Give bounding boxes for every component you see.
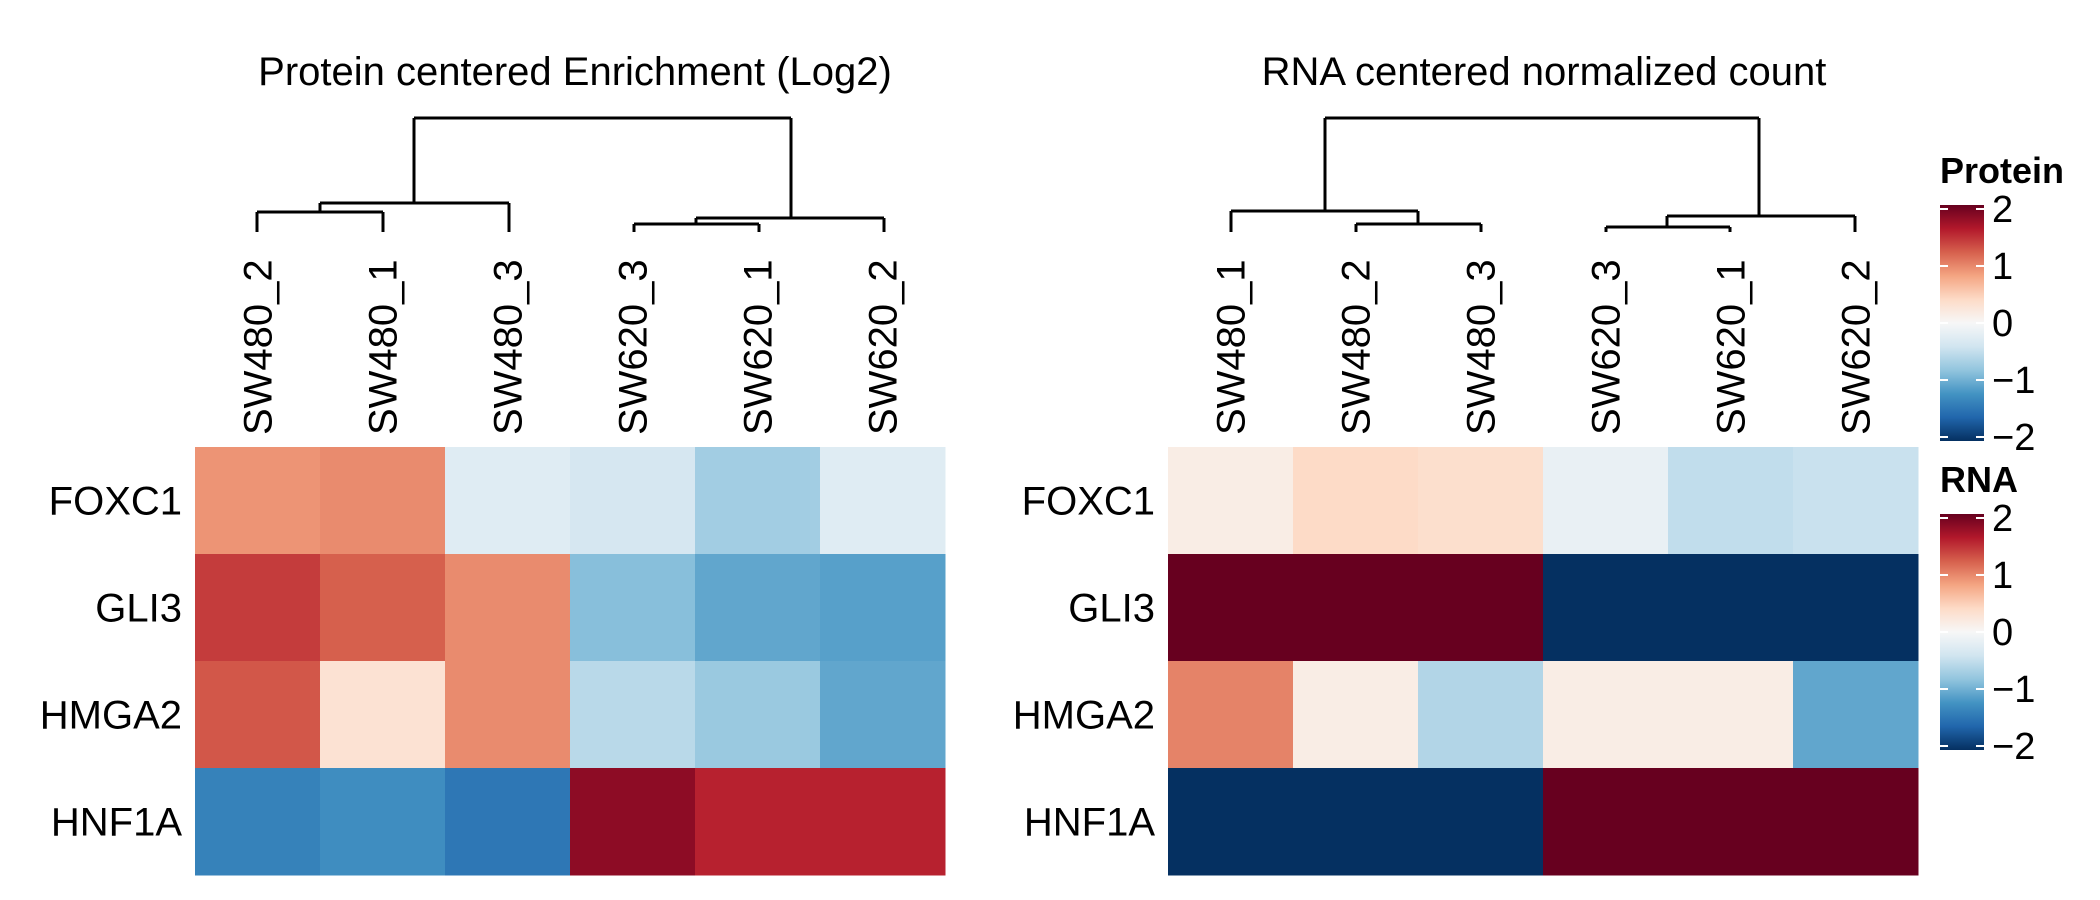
rna-row-labels: FOXC1 GLI3 HMGA2 HNF1A bbox=[1013, 480, 1156, 845]
rna-cell-hnf1a-sw620-3 bbox=[1543, 768, 1669, 876]
protein-dendrogram bbox=[255, 116, 886, 232]
rna-cell-hnf1a-sw480-1 bbox=[1168, 768, 1294, 876]
protein-cell-gli3-sw620-3 bbox=[570, 554, 696, 662]
rna-cell-hmga2-sw480-3 bbox=[1418, 661, 1544, 769]
protein-cell-hmga2-sw620-1 bbox=[695, 661, 821, 769]
protein-cell-gli3-sw480-1 bbox=[320, 554, 446, 662]
protein-cell-gli3-sw480-2 bbox=[195, 554, 321, 662]
protein-cell-hnf1a-sw620-1 bbox=[695, 768, 821, 876]
protein-row-label-foxc1: FOXC1 bbox=[49, 480, 182, 524]
rna-row-label-hnf1a: HNF1A bbox=[1024, 801, 1155, 845]
rna-cell-gli3-sw480-1 bbox=[1168, 554, 1294, 662]
protein-cell-hmga2-sw480-3 bbox=[445, 661, 571, 769]
protein-legend-tick-label: 1 bbox=[1992, 246, 2013, 288]
rna-column-label-sw620-1: SW620_1 bbox=[1710, 259, 1754, 435]
rna-legend-tick-label: −1 bbox=[1992, 669, 2035, 711]
rna-cell-foxc1-sw480-2 bbox=[1293, 447, 1419, 555]
rna-cell-hmga2-sw620-2 bbox=[1793, 661, 1919, 769]
protein-cell-gli3-sw480-3 bbox=[445, 554, 571, 662]
protein-legend-tick-label: −2 bbox=[1992, 417, 2035, 459]
rna-cell-foxc1-sw620-1 bbox=[1668, 447, 1794, 555]
rna-legend-tick-label: −2 bbox=[1992, 726, 2035, 768]
protein-cell-foxc1-sw620-2 bbox=[820, 447, 946, 555]
protein-cell-hnf1a-sw480-1 bbox=[320, 768, 446, 876]
protein-cell-foxc1-sw480-2 bbox=[195, 447, 321, 555]
rna-column-label-sw480-3: SW480_3 bbox=[1460, 259, 1504, 435]
rna-cell-gli3-sw480-3 bbox=[1418, 554, 1544, 662]
protein-cell-hnf1a-sw620-3 bbox=[570, 768, 696, 876]
protein-legend: Protein 2 1 0 −1 −2 bbox=[1940, 150, 2064, 459]
rna-row-label-foxc1: FOXC1 bbox=[1022, 480, 1155, 524]
rna-cell-hmga2-sw620-3 bbox=[1543, 661, 1669, 769]
protein-column-label-sw620-2: SW620_2 bbox=[862, 259, 906, 435]
protein-heatmap-panel: Protein centered Enrichment (Log2) SW480… bbox=[40, 50, 946, 876]
rna-row-label-gli3: GLI3 bbox=[1068, 587, 1155, 631]
rna-row-label-hmga2: HMGA2 bbox=[1013, 694, 1155, 738]
rna-cell-hmga2-sw480-1 bbox=[1168, 661, 1294, 769]
protein-cell-gli3-sw620-2 bbox=[820, 554, 946, 662]
rna-legend-tick-label: 2 bbox=[1992, 498, 2013, 540]
rna-cell-hnf1a-sw620-1 bbox=[1668, 768, 1794, 876]
rna-cell-hnf1a-sw620-2 bbox=[1793, 768, 1919, 876]
protein-legend-tick-label: −1 bbox=[1992, 360, 2035, 402]
rna-heatmap-panel: RNA centered normalized count SW480_1 SW4… bbox=[1013, 50, 1919, 876]
protein-heatmap-cells bbox=[195, 447, 946, 876]
rna-cell-gli3-sw480-2 bbox=[1293, 554, 1419, 662]
rna-column-label-sw620-2: SW620_2 bbox=[1835, 259, 1879, 435]
rna-cell-gli3-sw620-2 bbox=[1793, 554, 1919, 662]
protein-legend-tick-label: 2 bbox=[1992, 189, 2013, 231]
protein-cell-hnf1a-sw480-3 bbox=[445, 768, 571, 876]
rna-legend-tick-label: 1 bbox=[1992, 555, 2013, 597]
protein-column-label-sw480-3: SW480_3 bbox=[487, 259, 531, 435]
protein-row-label-hmga2: HMGA2 bbox=[40, 694, 182, 738]
protein-cell-gli3-sw620-1 bbox=[695, 554, 821, 662]
protein-column-label-sw480-1: SW480_1 bbox=[362, 259, 406, 435]
protein-cell-foxc1-sw480-3 bbox=[445, 447, 571, 555]
protein-row-label-gli3: GLI3 bbox=[95, 587, 182, 631]
rna-column-label-sw480-2: SW480_2 bbox=[1335, 259, 1379, 435]
protein-cell-foxc1-sw620-1 bbox=[695, 447, 821, 555]
protein-legend-title: Protein bbox=[1940, 150, 2064, 191]
protein-cell-hnf1a-sw620-2 bbox=[820, 768, 946, 876]
protein-row-label-hnf1a: HNF1A bbox=[51, 801, 182, 845]
protein-column-label-sw480-2: SW480_2 bbox=[237, 259, 281, 435]
rna-legend: RNA 2 1 0 −1 −2 bbox=[1940, 459, 2035, 768]
protein-column-labels: SW480_2 SW480_1 SW480_3 SW620_3 SW620_1 SW620… bbox=[237, 259, 906, 435]
rna-cell-hmga2-sw620-1 bbox=[1668, 661, 1794, 769]
protein-cell-foxc1-sw480-1 bbox=[320, 447, 446, 555]
protein-column-label-sw620-3: SW620_3 bbox=[612, 259, 656, 435]
rna-cell-hnf1a-sw480-3 bbox=[1418, 768, 1544, 876]
protein-cell-foxc1-sw620-3 bbox=[570, 447, 696, 555]
rna-cell-gli3-sw620-1 bbox=[1668, 554, 1794, 662]
rna-legend-ticks: 2 1 0 −1 −2 bbox=[1940, 498, 2035, 768]
protein-legend-ticks: 2 1 0 −1 −2 bbox=[1940, 189, 2035, 459]
rna-heatmap-cells bbox=[1168, 447, 1919, 876]
protein-row-labels: FOXC1 GLI3 HMGA2 HNF1A bbox=[40, 480, 183, 845]
rna-cell-foxc1-sw480-3 bbox=[1418, 447, 1544, 555]
rna-column-label-sw620-3: SW620_3 bbox=[1585, 259, 1629, 435]
rna-cell-hmga2-sw480-2 bbox=[1293, 661, 1419, 769]
rna-dendrogram bbox=[1229, 116, 1857, 232]
rna-column-label-sw480-1: SW480_1 bbox=[1210, 259, 1254, 435]
rna-cell-foxc1-sw620-2 bbox=[1793, 447, 1919, 555]
protein-cell-hmga2-sw620-3 bbox=[570, 661, 696, 769]
rna-cell-hnf1a-sw480-2 bbox=[1293, 768, 1419, 876]
rna-cell-gli3-sw620-3 bbox=[1543, 554, 1669, 662]
rna-cell-foxc1-sw480-1 bbox=[1168, 447, 1294, 555]
rna-cell-foxc1-sw620-3 bbox=[1543, 447, 1669, 555]
protein-cell-hmga2-sw480-1 bbox=[320, 661, 446, 769]
rna-legend-title: RNA bbox=[1940, 459, 2018, 500]
protein-cell-hmga2-sw620-2 bbox=[820, 661, 946, 769]
rna-heatmap-title: RNA centered normalized count bbox=[1262, 50, 1827, 94]
protein-legend-tick-label: 0 bbox=[1992, 303, 2013, 345]
protein-heatmap-title: Protein centered Enrichment (Log2) bbox=[258, 50, 892, 94]
protein-column-label-sw620-1: SW620_1 bbox=[737, 259, 781, 435]
rna-legend-tick-label: 0 bbox=[1992, 612, 2013, 654]
protein-cell-hnf1a-sw480-2 bbox=[195, 768, 321, 876]
rna-column-labels: SW480_1 SW480_2 SW480_3 SW620_3 SW620_1 SW620… bbox=[1210, 259, 1879, 435]
protein-cell-hmga2-sw480-2 bbox=[195, 661, 321, 769]
